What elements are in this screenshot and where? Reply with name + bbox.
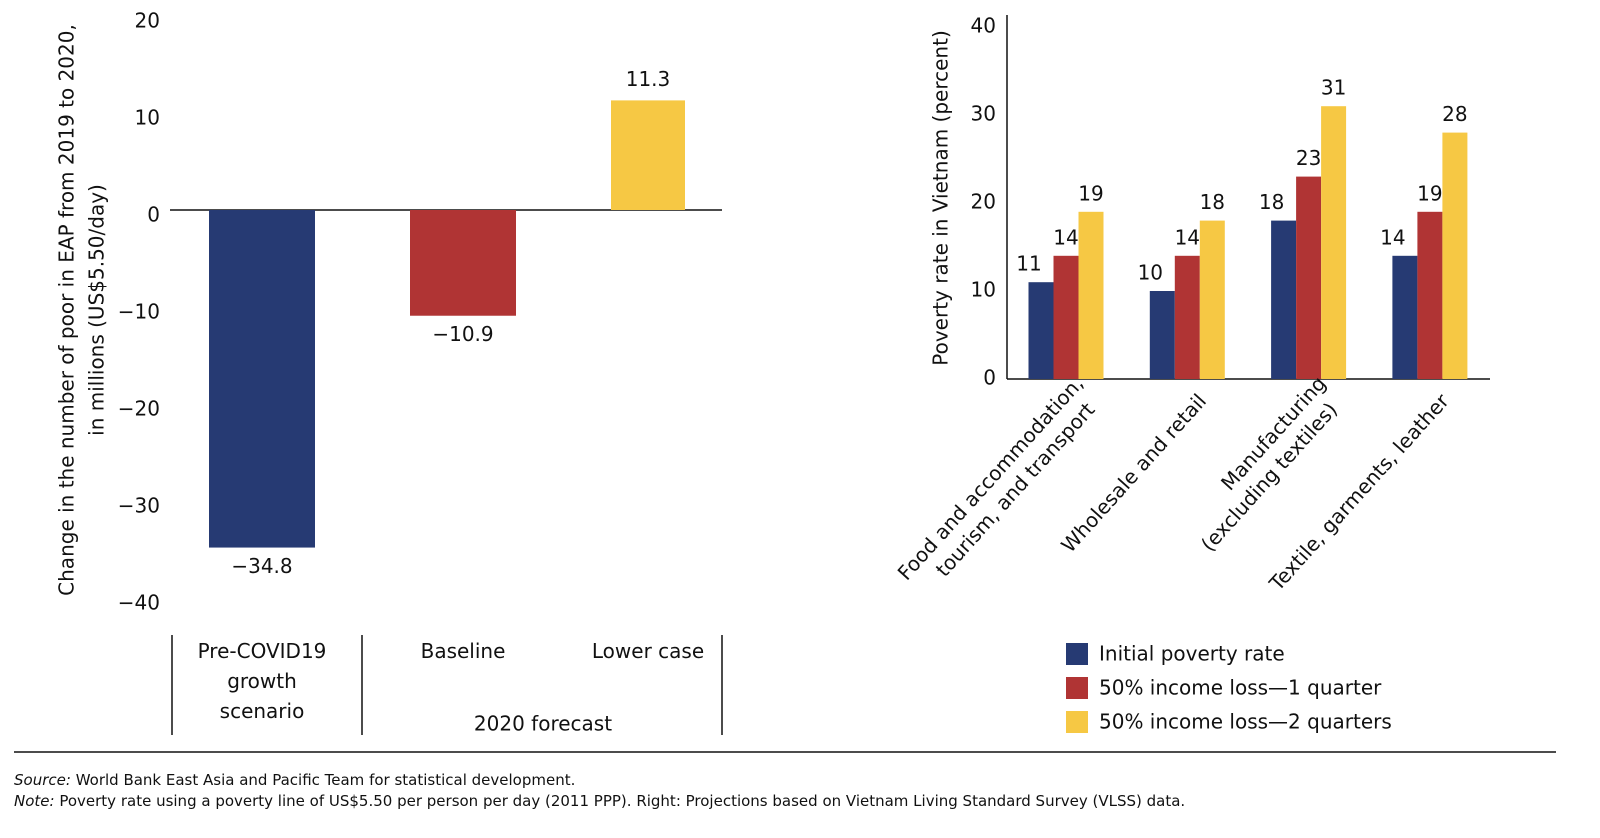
value-label: 11 — [1016, 252, 1041, 276]
y-tick-label: 10 — [971, 278, 996, 302]
note-label: Note: — [14, 792, 55, 810]
source-text: World Bank East Asia and Pacific Team fo… — [75, 771, 576, 789]
y-tick-label: 0 — [983, 366, 996, 390]
bar — [1296, 176, 1322, 379]
legend-label: 50% income loss—1 quarter — [1099, 676, 1382, 700]
y-tick-label: 30 — [971, 102, 996, 126]
bar — [1392, 255, 1418, 379]
bar — [209, 210, 315, 548]
value-label: 14 — [1053, 225, 1078, 249]
bar — [410, 210, 516, 316]
y-tick-label: −10 — [118, 300, 160, 324]
value-label: 14 — [1380, 225, 1405, 249]
value-label: 10 — [1138, 261, 1163, 285]
bar — [1053, 255, 1079, 379]
group-label: 2020 forecast — [474, 712, 612, 736]
x-tick-label: Food and accommodation,tourism, and tran… — [893, 371, 1100, 584]
x-tick-label: Pre-COVID19 growth scenario — [197, 639, 327, 723]
value-label: 28 — [1442, 102, 1467, 126]
source: Source: World Bank East Asia and Pacific… — [14, 771, 575, 789]
x-tick-label-line: Food and accommodation, — [893, 371, 1089, 584]
bar — [1028, 282, 1054, 379]
value-label: 31 — [1321, 76, 1346, 100]
value-label: −10.9 — [432, 322, 493, 346]
bar — [1149, 291, 1175, 379]
source-label: Source: — [14, 771, 71, 789]
value-label: 19 — [1078, 181, 1103, 205]
value-label: 14 — [1175, 225, 1200, 249]
y-axis-label-line: in millions (US$5.50/day) — [85, 184, 109, 436]
y-tick-label: −40 — [118, 591, 160, 615]
y-axis-label-text: Poverty rate in Vietnam (percent) — [929, 30, 953, 365]
legend-label: 50% income loss—2 quarters — [1099, 710, 1392, 734]
value-label: 18 — [1259, 190, 1284, 214]
y-axis-label-line: Change in the number of poor in EAP from… — [55, 24, 79, 596]
value-label: 18 — [1200, 190, 1225, 214]
legend-swatch — [1066, 677, 1088, 699]
value-label: 11.3 — [626, 67, 671, 91]
bar — [1442, 132, 1468, 379]
bar — [1271, 220, 1297, 379]
y-tick-label: 20 — [135, 9, 160, 33]
y-axis-label: Change in the number of poor in EAP from… — [55, 24, 79, 596]
bar — [1078, 211, 1104, 379]
y-axis-label: in millions (US$5.50/day) — [85, 184, 109, 436]
x-tick-label: Baseline — [420, 639, 506, 663]
legend-swatch — [1066, 711, 1088, 733]
y-tick-label: 20 — [971, 190, 996, 214]
bar — [611, 100, 685, 210]
y-tick-label: 0 — [147, 203, 160, 227]
note: Note: Poverty rate using a poverty line … — [14, 792, 1185, 810]
value-label: 23 — [1296, 146, 1321, 170]
bar — [1174, 255, 1200, 379]
value-label: −34.8 — [231, 554, 292, 578]
x-tick-label: Lower case — [591, 639, 705, 663]
bar — [1199, 220, 1225, 379]
note-text: Poverty rate using a poverty line of US$… — [59, 792, 1186, 810]
value-label: 19 — [1417, 181, 1442, 205]
legend-label: Initial poverty rate — [1099, 642, 1285, 666]
y-tick-label: −20 — [118, 397, 160, 421]
bar — [1417, 211, 1443, 379]
bar — [1321, 106, 1347, 379]
legend-swatch — [1066, 643, 1088, 665]
y-axis-label: Poverty rate in Vietnam (percent) — [929, 30, 953, 365]
y-tick-label: −30 — [118, 494, 160, 518]
y-tick-label: 10 — [135, 106, 160, 130]
y-tick-label: 40 — [971, 14, 996, 38]
